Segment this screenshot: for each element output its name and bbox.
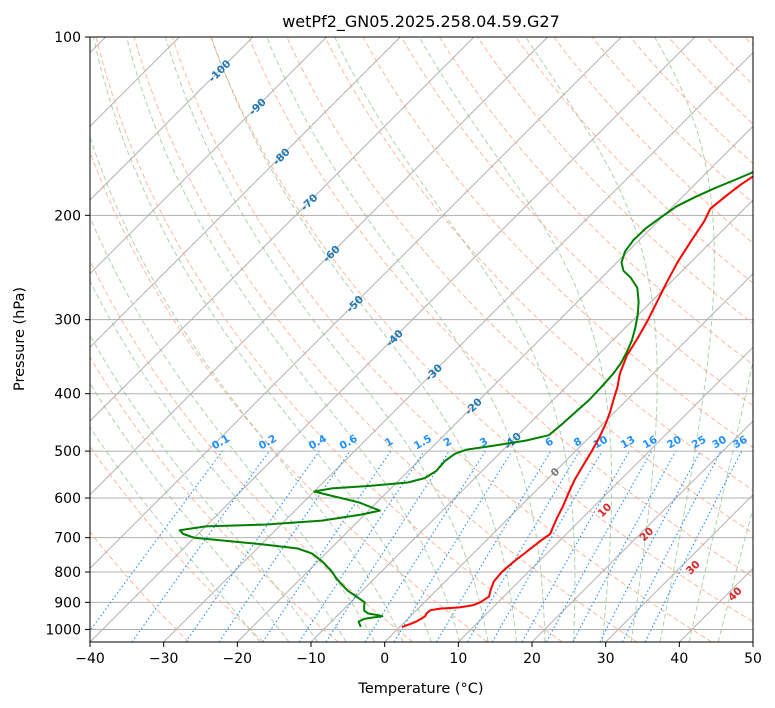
y-tick-label: 800 — [54, 565, 81, 581]
isotherm-line — [531, 420, 753, 642]
mixing-ratio-line — [545, 450, 653, 642]
chart-title: wetPf2_GN05.2025.258.04.59.G27 — [282, 12, 560, 32]
x-tick-label: 40 — [670, 651, 688, 667]
y-axis-ticks: 100 200 300 400 500 600 700 800 900 1000 — [45, 30, 90, 638]
y-tick-label: 500 — [54, 444, 81, 460]
mixing-ratio-line — [364, 450, 486, 642]
y-tick-label: 100 — [54, 30, 81, 46]
moist-adiabat-line — [90, 334, 319, 642]
profile-series — [178, 170, 753, 628]
moist-adiabat-line — [334, 37, 576, 642]
y-tick-label: 700 — [54, 531, 81, 547]
isotherm-line — [90, 37, 475, 422]
x-tick-label: −20 — [223, 651, 253, 667]
mixing-ratio-line — [90, 450, 223, 632]
dry-adiabat-line — [90, 150, 488, 642]
pressure-grid-lines — [90, 37, 753, 630]
moist-adiabat-line — [90, 215, 376, 642]
isotherm-line — [163, 51, 753, 642]
dry-adiabat-line — [171, 37, 712, 642]
mixing-ratio-line — [218, 450, 351, 642]
isotherm-line — [90, 37, 696, 642]
moist-adiabat-line — [90, 426, 261, 642]
isotherm-line — [605, 493, 753, 642]
isotherm-line — [236, 125, 753, 642]
mixing-ratio-line — [467, 450, 580, 642]
dry-adiabat-line — [248, 37, 753, 578]
dry-adiabat-line — [591, 37, 753, 204]
dry-adiabat-line — [133, 37, 638, 642]
y-axis-label: Pressure (hPa) — [12, 287, 28, 391]
isotherm-line — [384, 272, 753, 642]
x-tick-label: −30 — [149, 651, 179, 667]
moist-adiabat-line — [654, 37, 715, 642]
y-tick-label: 200 — [54, 208, 81, 224]
moist-adiabat-line — [688, 358, 753, 642]
isotherm-lines — [90, 37, 753, 642]
moist-adiabat-line — [210, 37, 517, 642]
dry-adiabat-line — [90, 259, 414, 642]
dry-adiabat-line — [400, 37, 753, 407]
moist-adiabat-lines — [90, 37, 753, 642]
moist-adiabat-line — [90, 135, 404, 642]
temperature-profile-line — [401, 175, 753, 628]
moist-adiabat-line — [525, 37, 658, 642]
dry-adiabat-line — [90, 531, 190, 642]
dry-adiabat-line — [362, 37, 753, 449]
isotherm-line — [90, 37, 622, 570]
moist-adiabat-line — [90, 382, 290, 642]
x-tick-label: 10 — [449, 651, 467, 667]
isotherm-line — [457, 346, 753, 642]
x-tick-label: −40 — [75, 651, 105, 667]
isotherm-line — [90, 37, 254, 201]
mixing-ratio-line — [521, 450, 630, 642]
x-tick-label: −10 — [296, 651, 326, 667]
isotherm-line — [90, 37, 549, 496]
plot-frame — [89, 36, 754, 643]
y-tick-label: 1000 — [45, 622, 81, 638]
dry-adiabat-line — [553, 37, 753, 244]
y-tick-label: 400 — [54, 387, 81, 403]
mixing-ratio-line — [491, 450, 603, 642]
x-axis-label: Temperature (°C) — [357, 681, 483, 697]
y-tick-label: 600 — [54, 491, 81, 507]
mixing-ratio-line — [131, 450, 270, 642]
isotherm-line — [90, 37, 328, 275]
dry-adiabat-line — [324, 37, 753, 491]
x-tick-label: 50 — [744, 651, 762, 667]
y-tick-label: 900 — [54, 595, 81, 611]
x-tick-label: 20 — [523, 651, 541, 667]
mixing-ratio-line — [572, 450, 677, 642]
mixing-ratio-line — [393, 450, 513, 642]
moist-adiabat-line — [126, 37, 461, 642]
isotherm-line — [90, 37, 401, 349]
dry-adiabat-line — [477, 37, 753, 325]
mixing-ratio-line — [325, 450, 450, 642]
mixing-ratio-line — [185, 450, 320, 642]
moist-adiabat-line — [266, 37, 546, 642]
x-tick-label: 0 — [380, 651, 389, 667]
dry-adiabat-lines — [90, 37, 753, 642]
mixing-ratio-lines — [90, 450, 743, 642]
dry-adiabat-line — [95, 37, 563, 642]
dry-adiabat-line — [286, 37, 753, 534]
y-tick-label: 300 — [54, 313, 81, 329]
dry-adiabat-line — [438, 37, 753, 366]
moist-adiabat-line — [164, 37, 489, 642]
moist-adiabat-line — [418, 37, 613, 642]
dry-adiabat-line — [210, 37, 753, 623]
dewpoint-profile-line — [178, 170, 753, 628]
x-tick-label: 30 — [597, 651, 615, 667]
x-axis-ticks: −40 −30 −20 −10 0 10 20 30 40 50 — [75, 642, 762, 667]
mixing-ratio-line — [435, 450, 552, 642]
moist-adiabat-line — [717, 506, 753, 642]
